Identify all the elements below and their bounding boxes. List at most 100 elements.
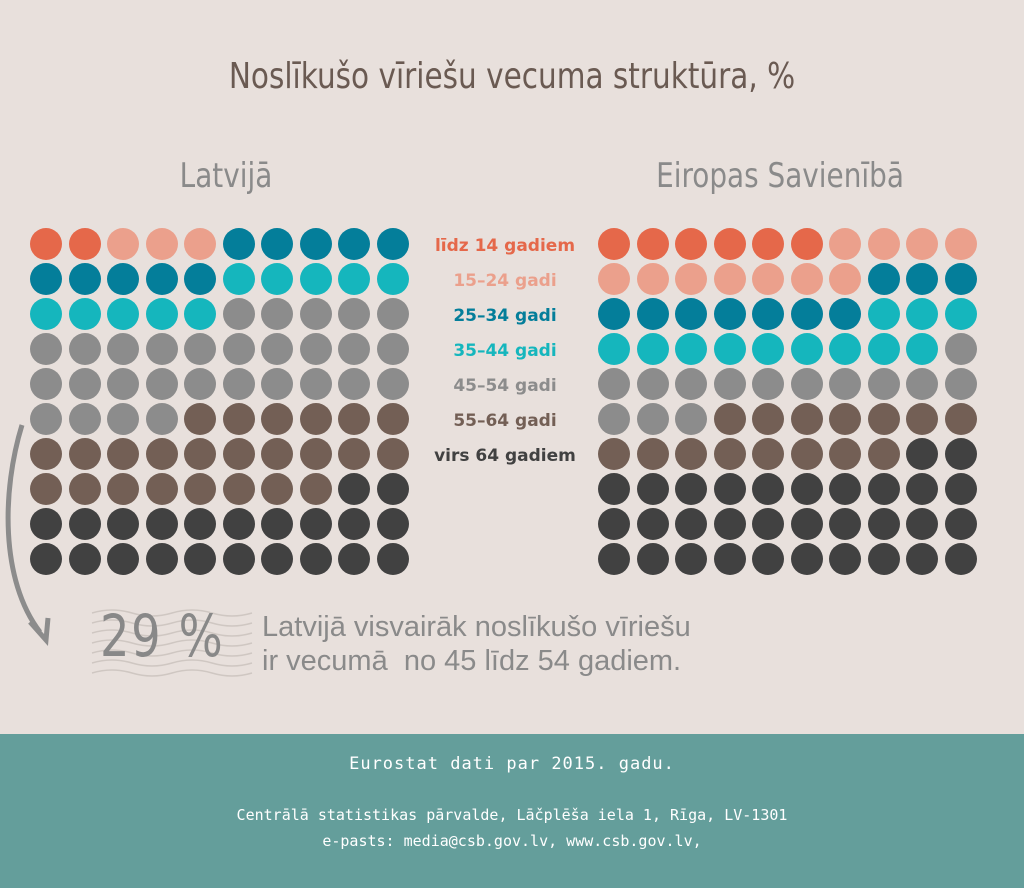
eu-panel-title: Eiropas Savienībā: [656, 156, 904, 196]
eu-dot-0-14: [790, 228, 823, 260]
eu-dot-65-plus: [906, 438, 938, 470]
latvia-dot-65-plus: [338, 508, 370, 540]
eu-dot-55-64: [944, 403, 977, 435]
latvia-dot-35-44: [222, 263, 255, 295]
latvia-dot-55-64: [184, 403, 216, 435]
eu-dot-65-plus: [906, 473, 938, 505]
eu-dot-25-34: [713, 298, 746, 330]
eu-dot-65-plus: [867, 473, 900, 505]
eu-dot-65-plus: [944, 508, 977, 540]
eu-dot-65-plus: [944, 543, 977, 575]
latvia-dot-0-14: [68, 228, 101, 260]
eu-dot-65-plus: [675, 543, 707, 575]
latvia-dot-55-64: [107, 438, 139, 470]
latvia-dot-55-64: [30, 438, 62, 470]
latvia-dot-45-54: [299, 298, 332, 330]
latvia-dot-55-64: [68, 438, 101, 470]
eu-dot-35-44: [713, 333, 746, 365]
eu-dot-55-64: [867, 438, 900, 470]
eu-dot-35-44: [867, 298, 900, 330]
eu-dot-65-plus: [790, 508, 823, 540]
latvia-dot-0-14: [30, 228, 62, 260]
eu-dot-65-plus: [636, 473, 669, 505]
eu-dot-45-54: [944, 368, 977, 400]
legend-item-25-34: 25–34 gadi: [453, 306, 557, 326]
eu-dot-65-plus: [906, 543, 938, 575]
latvia-dot-65-plus: [30, 543, 62, 575]
latvia-dot-45-54: [68, 368, 101, 400]
latvia-dot-55-64: [145, 438, 178, 470]
latvia-dot-65-plus: [184, 508, 216, 540]
eu-dot-65-plus: [906, 508, 938, 540]
eu-dot-35-44: [906, 333, 938, 365]
eu-dot-55-64: [713, 403, 746, 435]
eu-dot-25-34: [944, 263, 977, 295]
latvia-dot-55-64: [299, 403, 332, 435]
eu-dot-65-plus: [598, 473, 630, 505]
eu-dot-45-54: [790, 368, 823, 400]
callout-line-1: Latvijā visvairāk noslīkušo vīriešu: [262, 611, 691, 643]
eu-dot-45-54: [636, 403, 669, 435]
eu-dot-45-54: [598, 368, 630, 400]
legend-item-65-plus: virs 64 gadiem: [434, 446, 576, 466]
latvia-dot-45-54: [261, 368, 293, 400]
latvia-dot-45-54: [107, 368, 139, 400]
latvia-dot-65-plus: [261, 543, 293, 575]
eu-dot-65-plus: [944, 473, 977, 505]
legend-item-55-64: 55–64 gadi: [453, 411, 557, 431]
eu-dot-45-54: [944, 333, 977, 365]
callout-text: Latvijā visvairāk noslīkušo vīriešu ir v…: [262, 610, 782, 678]
latvia-dot-25-34: [107, 263, 139, 295]
latvia-dot-55-64: [107, 473, 139, 505]
latvia-dot-65-plus: [338, 543, 370, 575]
latvia-dot-45-54: [338, 298, 370, 330]
latvia-dot-45-54: [261, 298, 293, 330]
footer-source: Eurostat dati par 2015. gadu.: [349, 754, 675, 774]
eu-dot-65-plus: [636, 543, 669, 575]
latvia-dot-55-64: [261, 473, 293, 505]
eu-dot-55-64: [675, 438, 707, 470]
eu-dot-15-24: [829, 228, 861, 260]
latvia-dot-45-54: [222, 368, 255, 400]
eu-dot-55-64: [790, 438, 823, 470]
eu-dot-65-plus: [598, 508, 630, 540]
eu-dot-0-14: [636, 228, 669, 260]
latvia-dot-55-64: [376, 403, 409, 435]
latvia-dot-65-plus: [261, 508, 293, 540]
latvia-dot-65-plus: [184, 543, 216, 575]
eu-dot-0-14: [675, 228, 707, 260]
eu-dot-65-plus: [636, 508, 669, 540]
latvia-dot-45-54: [30, 333, 62, 365]
latvia-dot-45-54: [184, 368, 216, 400]
eu-dot-55-64: [752, 403, 784, 435]
eu-dot-55-64: [636, 438, 669, 470]
eu-dot-55-64: [790, 403, 823, 435]
eu-dot-35-44: [636, 333, 669, 365]
eu-dot-65-plus: [675, 508, 707, 540]
page-title: Noslīkušo vīriešu vecuma struktūra, %: [228, 56, 796, 97]
footer-address: Centrālā statistikas pārvalde, Lāčplēša …: [236, 806, 788, 824]
eu-dot-25-34: [598, 298, 630, 330]
eu-dot-15-24: [598, 263, 630, 295]
eu-dot-65-plus: [867, 508, 900, 540]
latvia-dot-45-54: [145, 403, 178, 435]
latvia-dot-65-plus: [145, 508, 178, 540]
eu-dot-15-24: [713, 263, 746, 295]
eu-dot-15-24: [790, 263, 823, 295]
eu-dot-45-54: [675, 368, 707, 400]
eu-dot-25-34: [636, 298, 669, 330]
eu-dot-35-44: [790, 333, 823, 365]
eu-dot-45-54: [598, 403, 630, 435]
eu-dot-35-44: [867, 333, 900, 365]
eu-dot-15-24: [675, 263, 707, 295]
eu-dot-35-44: [752, 333, 784, 365]
latvia-dot-55-64: [338, 438, 370, 470]
legend-item-35-44: 35–44 gadi: [453, 341, 557, 361]
eu-dot-65-plus: [944, 438, 977, 470]
latvia-dot-45-54: [376, 333, 409, 365]
latvia-dot-25-34: [30, 263, 62, 295]
eu-dot-25-34: [906, 263, 938, 295]
latvia-dot-25-34: [68, 263, 101, 295]
latvia-dot-45-54: [30, 403, 62, 435]
eu-dot-55-64: [713, 438, 746, 470]
